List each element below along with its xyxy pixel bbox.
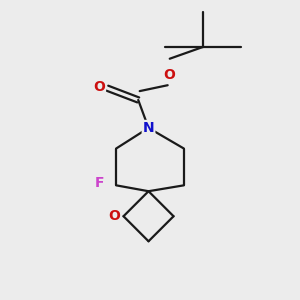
Text: O: O [163, 68, 175, 82]
Text: O: O [93, 80, 105, 94]
Text: N: N [143, 121, 154, 135]
Text: F: F [95, 176, 105, 190]
Text: O: O [109, 209, 121, 223]
